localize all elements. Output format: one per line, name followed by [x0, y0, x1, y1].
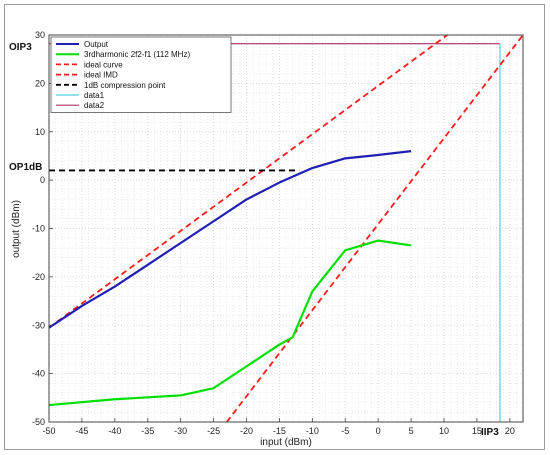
x-tick-label: -5 — [341, 426, 349, 436]
line-chart: -50 -45 -40 -35 -30 -25 -20 -15 -10 -5 0 5 10 15 20 -5… — [9, 30, 524, 448]
legend-box — [50, 36, 232, 113]
legend-entry: 1dB compression point — [84, 81, 166, 90]
legend-entry: ideal IMD — [84, 71, 118, 80]
x-tick-label: 5 — [409, 426, 414, 436]
series-line-output — [49, 150, 412, 329]
iip3-label: IIP3 — [481, 427, 499, 438]
y-tick-labels: -50 -40 -30 -20 -10 0 10 20 30 — [32, 30, 53, 427]
x-tick-label: -35 — [141, 426, 154, 436]
series-line-ideal-imd — [226, 35, 523, 422]
x-tick-label: -45 — [75, 426, 88, 436]
x-tick-label: -15 — [273, 426, 286, 436]
x-tick-label: 0 — [376, 426, 381, 436]
x-tick-label: 20 — [505, 426, 515, 436]
y-tick-label: -40 — [32, 369, 45, 379]
x-tick-label: 15 — [472, 426, 482, 436]
x-tick-label: -50 — [42, 426, 55, 436]
y-tick-label: 10 — [35, 127, 45, 137]
oip3-label: OIP3 — [9, 42, 32, 53]
op1db-label: OP1dB — [9, 162, 42, 173]
series-line-3rdharmonic-2f2-f1-112-mhz- — [49, 239, 412, 407]
x-tick-label: -40 — [108, 426, 121, 436]
y-axis-label: output (dBm) — [11, 200, 22, 258]
x-axis-label: input (dBm) — [260, 437, 312, 448]
x-tick-label: -30 — [174, 426, 187, 436]
y-tick-label: 20 — [35, 78, 45, 88]
legend-entry: data1 — [84, 91, 105, 100]
y-tick-label: 0 — [40, 175, 45, 185]
y-tick-label: -30 — [32, 320, 45, 330]
legend-entry: Output — [84, 40, 109, 49]
x-tick-label: -10 — [306, 426, 319, 436]
x-tick-label: 10 — [439, 426, 449, 436]
x-tick-label: -20 — [240, 426, 253, 436]
legend-entry: ideal curve — [84, 60, 123, 69]
series-layer — [49, 35, 523, 422]
figure-frame: -50 -45 -40 -35 -30 -25 -20 -15 -10 -5 0 5 10 15 20 -5… — [4, 4, 545, 450]
y-tick-label: -20 — [32, 272, 45, 282]
y-tick-label: -50 — [32, 417, 45, 427]
y-tick-label: -10 — [32, 224, 45, 234]
y-tick-label: 30 — [35, 30, 45, 40]
legend-entry: 3rdharmonic 2f2-f1 (112 MHz) — [84, 50, 190, 59]
legend-entry: data2 — [84, 101, 105, 110]
x-tick-labels: -50 -45 -40 -35 -30 -25 -20 -15 -10 -5 0 5 10 15 20 — [42, 418, 515, 436]
series-line-ideal-curve — [49, 35, 449, 329]
x-tick-label: -25 — [207, 426, 220, 436]
